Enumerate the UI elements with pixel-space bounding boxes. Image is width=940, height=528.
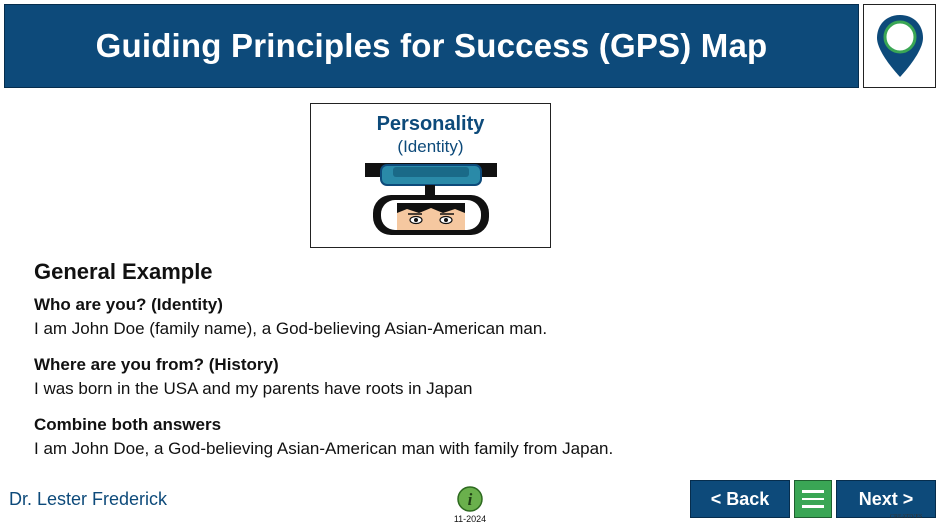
back-button[interactable]: < Back <box>690 480 790 518</box>
page-title: Guiding Principles for Success (GPS) Map <box>95 27 768 64</box>
personality-card: Personality (Identity) <box>310 103 551 248</box>
next-button[interactable]: Next > <box>836 480 936 518</box>
card-heading: Personality <box>376 113 485 135</box>
question-combine: Combine both answers <box>34 415 222 434</box>
author-name: Dr. Lester Frederick <box>9 489 168 509</box>
info-icon[interactable]: i <box>455 486 485 512</box>
rearview-mirror-icon <box>365 163 497 235</box>
creatives-logo: CREATIVES <box>890 514 923 520</box>
info-glyph: i <box>468 490 473 509</box>
answer-identity: I am John Doe (family name), a God-belie… <box>34 319 548 338</box>
general-example-section: General Example Who are you? (Identity) … <box>34 259 914 475</box>
menu-button[interactable] <box>794 480 832 518</box>
section-title: General Example <box>34 259 213 284</box>
answer-combine: I am John Doe, a God-believing Asian-Ame… <box>34 439 614 458</box>
question-history: Where are you from? (History) <box>34 355 279 374</box>
map-pin-box <box>863 4 936 88</box>
title-bar: Guiding Principles for Success (GPS) Map <box>4 4 859 88</box>
card-subheading: (Identity) <box>397 137 464 156</box>
answer-history: I was born in the USA and my parents hav… <box>34 379 473 398</box>
question-identity: Who are you? (Identity) <box>34 295 223 314</box>
map-pin-icon <box>876 15 923 77</box>
date-stamp: 11-2024 <box>453 514 487 524</box>
hamburger-menu-icon <box>802 490 824 493</box>
